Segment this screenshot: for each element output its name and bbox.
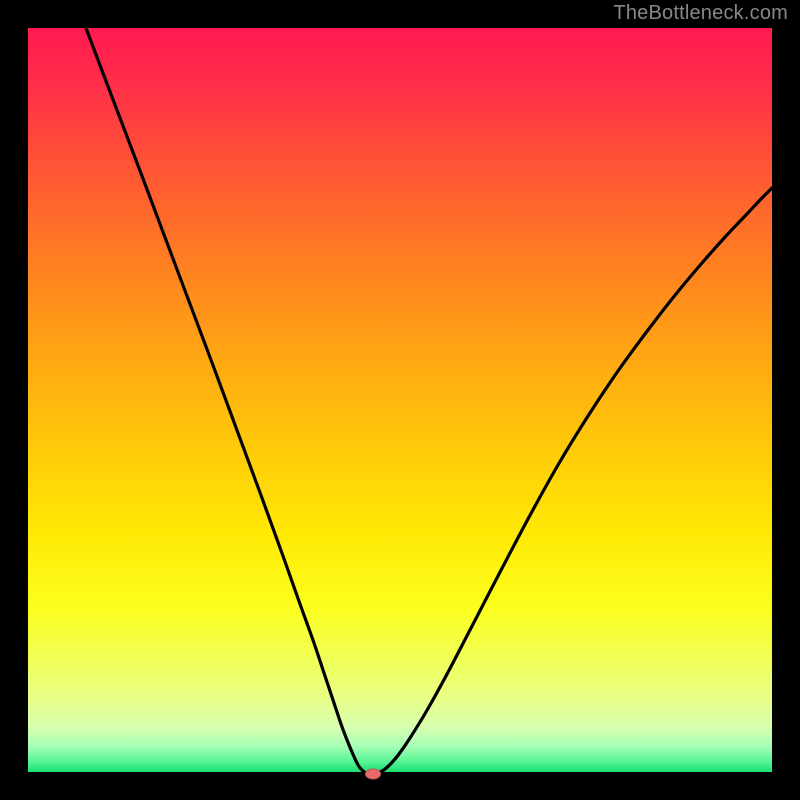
plot-area (28, 28, 772, 778)
optimum-marker (365, 769, 381, 780)
bottleneck-curve (28, 28, 772, 778)
watermark-text: TheBottleneck.com (613, 2, 788, 25)
